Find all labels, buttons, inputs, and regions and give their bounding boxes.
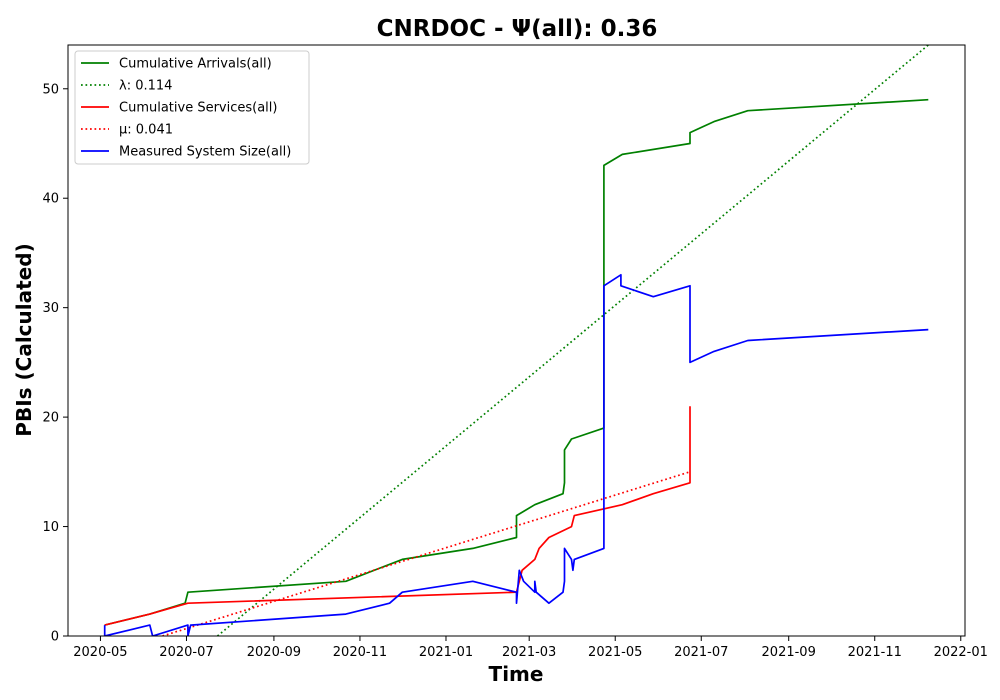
x-tick-label: 2021-11 xyxy=(848,645,902,660)
y-tick-label: 30 xyxy=(42,301,59,316)
series-line-1 xyxy=(216,45,929,636)
legend-box xyxy=(74,50,310,165)
series-line-3 xyxy=(162,470,691,636)
y-tick-label: 20 xyxy=(42,411,59,426)
x-tick-label: 2021-01 xyxy=(419,645,473,660)
x-tick-label: 2021-03 xyxy=(502,645,556,660)
x-tick-label: 2020-05 xyxy=(73,645,127,660)
chart-title: CNRDOC - Ψ(all): 0.36 xyxy=(377,16,658,42)
x-tick-label: 2021-05 xyxy=(588,645,642,660)
y-axis: 0 10 20 30 40 50 xyxy=(42,82,68,645)
y-axis-title: PBIs (Calculated) xyxy=(12,243,36,436)
x-tick-label: 2022-01 xyxy=(934,645,988,660)
x-axis: 2020-05 2020-07 2020-09 2020-11 2021-01 2021-… xyxy=(73,636,988,660)
y-tick-label: 50 xyxy=(42,82,59,97)
legend-label-3: μ: 0.041 xyxy=(119,123,173,138)
legend-label-4: Measured System Size(all) xyxy=(119,145,291,160)
x-tick-label: 2021-07 xyxy=(674,645,728,660)
x-tick-label: 2020-07 xyxy=(159,645,213,660)
x-tick-label: 2020-11 xyxy=(333,645,387,660)
y-tick-label: 40 xyxy=(42,192,59,207)
legend: Cumulative Arrivals(all) λ: 0.114 Cumulati… xyxy=(74,50,310,165)
y-tick-label: 0 xyxy=(51,630,59,645)
x-tick-label: 2020-09 xyxy=(247,645,301,660)
legend-label-2: Cumulative Services(all) xyxy=(119,101,277,116)
y-tick-label: 10 xyxy=(42,520,59,535)
series-line-4 xyxy=(103,273,929,636)
x-axis-title: Time xyxy=(489,662,544,686)
legend-label-0: Cumulative Arrivals(all) xyxy=(119,57,272,72)
plot-lines xyxy=(103,45,929,636)
series-line-2 xyxy=(104,406,691,626)
legend-label-1: λ: 0.114 xyxy=(119,79,172,94)
plot-frame xyxy=(67,44,966,637)
series-line-0 xyxy=(104,98,929,626)
x-tick-label: 2021-09 xyxy=(762,645,816,660)
